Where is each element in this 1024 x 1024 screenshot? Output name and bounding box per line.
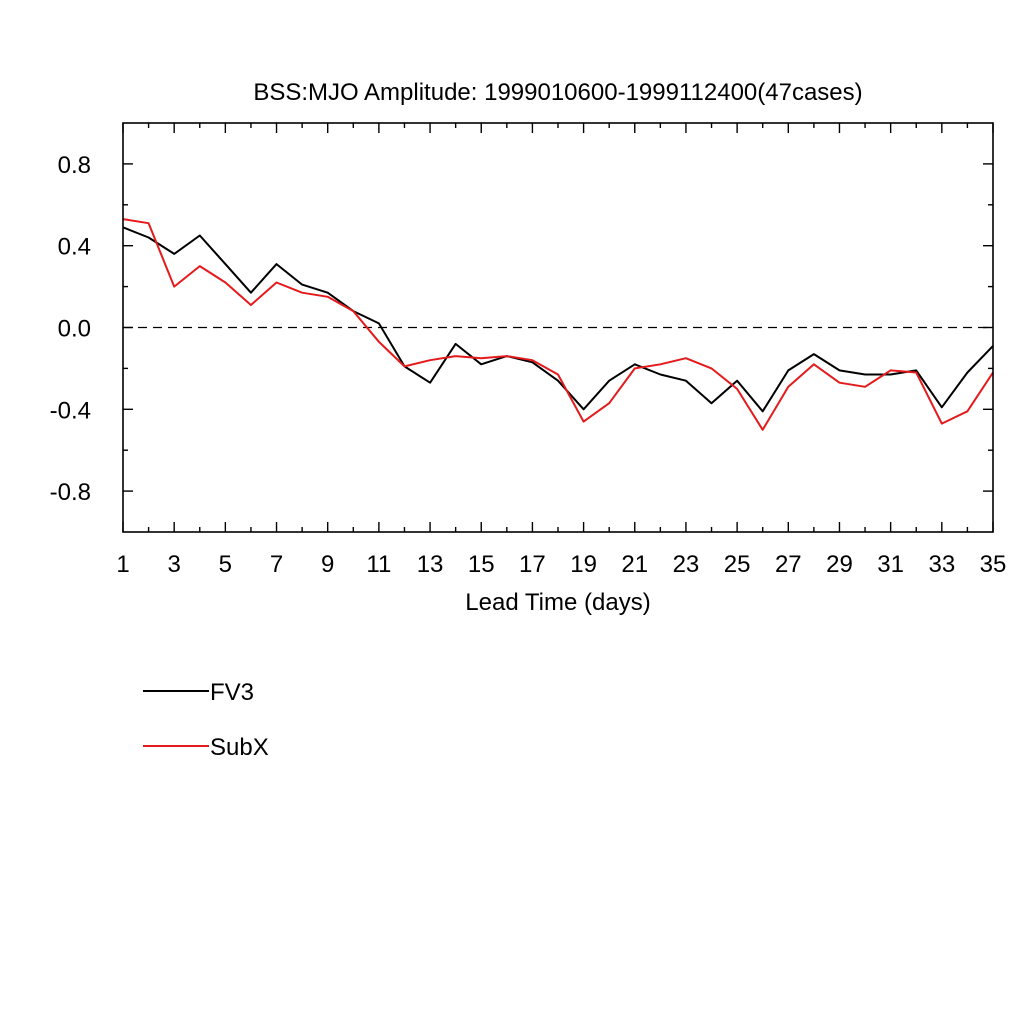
y-tick-label: 0.8 (58, 152, 91, 179)
chart-title: BSS:MJO Amplitude: 1999010600-1999112400… (253, 79, 862, 106)
x-tick-label: 19 (570, 551, 597, 578)
x-tick-label: 33 (928, 551, 955, 578)
x-tick-label: 29 (826, 551, 853, 578)
x-tick-label: 31 (877, 551, 904, 578)
y-tick-label: 0.4 (58, 234, 91, 261)
series-line-fv3 (122, 226, 994, 413)
y-tick-label: -0.8 (50, 479, 91, 506)
x-tick-label: 3 (167, 551, 180, 578)
x-tick-label: 25 (724, 551, 751, 578)
x-tick-label: 15 (468, 551, 495, 578)
x-tick-label: 27 (775, 551, 802, 578)
legend-label-fv3: FV3 (210, 679, 254, 706)
x-axis-label: Lead Time (days) (465, 589, 650, 616)
x-tick-label: 5 (219, 551, 232, 578)
x-tick-label: 35 (980, 551, 1007, 578)
x-tick-label: 13 (417, 551, 444, 578)
y-tick-label: -0.4 (50, 397, 91, 424)
x-tick-label: 23 (673, 551, 700, 578)
x-tick-label: 21 (621, 551, 648, 578)
y-tick-label: 0.0 (58, 316, 91, 343)
legend: FV3 SubX (143, 679, 269, 761)
x-tick-label: 1 (116, 551, 129, 578)
x-tick-label: 17 (519, 551, 546, 578)
series-line-subx (122, 218, 994, 431)
x-tick-label: 9 (321, 551, 334, 578)
plot-area (122, 218, 994, 431)
x-tick-label: 11 (366, 551, 391, 578)
legend-label-subx: SubX (210, 734, 269, 761)
axis-ticks: 1 3 5 7 9 11 13 15 17 19 21 23 25 27 29 31 33 350.80.40.0… (50, 123, 1007, 578)
x-tick-label: 7 (270, 551, 283, 578)
